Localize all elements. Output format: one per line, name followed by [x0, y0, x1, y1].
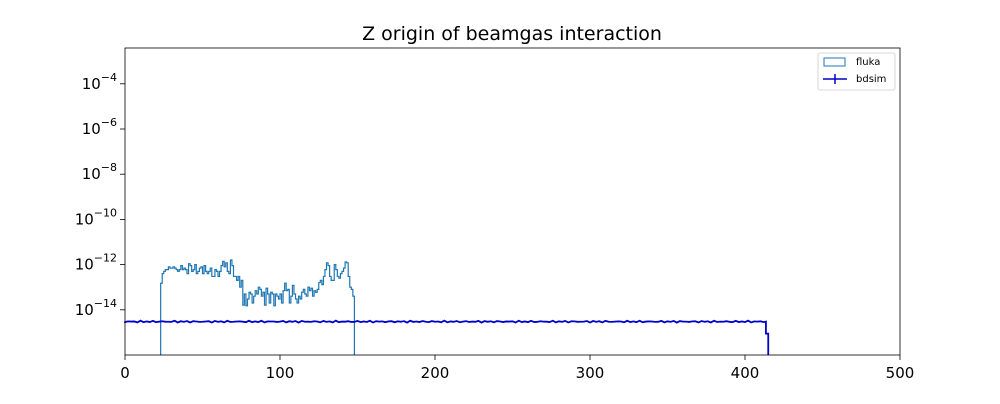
x-tick-label: 300 — [576, 364, 605, 382]
legend: fluka bdsim — [817, 52, 896, 91]
y-tick-exponent: −12 — [94, 252, 117, 265]
y-tick-base: 10 — [75, 301, 94, 319]
x-tick-label: 0 — [120, 364, 130, 382]
y-tick-label: 10−6 — [82, 116, 117, 138]
legend-swatch-fluka — [823, 57, 846, 67]
axes-frame — [124, 47, 901, 356]
y-tick-exponent: −10 — [94, 206, 117, 219]
series-fluka-step — [160, 259, 355, 355]
y-tick-exponent: −8 — [101, 161, 117, 174]
plot-area — [124, 259, 770, 355]
legend-label-fluka: fluka — [856, 57, 880, 68]
y-tick-base: 10 — [75, 210, 94, 228]
x-tick-label: 100 — [266, 364, 295, 382]
y-tick-base: 10 — [82, 120, 101, 138]
y-tick-exponent: −14 — [94, 297, 117, 310]
x-tick-label: 400 — [731, 364, 760, 382]
y-tick-exponent: −4 — [101, 71, 117, 84]
y-tick-label: 10−8 — [82, 161, 117, 183]
y-tick-base: 10 — [82, 165, 101, 183]
chart-title: Z origin of beamgas interaction — [362, 23, 662, 45]
legend-label-bdsim: bdsim — [856, 74, 886, 85]
x-axis: 0 100 200 300 400 500 — [120, 355, 914, 382]
y-tick-label: 10−10 — [75, 206, 117, 228]
y-tick-label: 10−4 — [82, 71, 117, 93]
y-tick-exponent: −6 — [101, 116, 117, 129]
y-tick-base: 10 — [75, 256, 94, 274]
y-tick-label: 10−14 — [75, 297, 117, 319]
x-tick-label: 500 — [886, 364, 915, 382]
legend-frame — [817, 52, 896, 91]
series-bdsim-step — [124, 319, 770, 355]
x-tick-label: 200 — [421, 364, 450, 382]
y-tick-base: 10 — [82, 75, 101, 93]
y-tick-label: 10−12 — [75, 252, 117, 274]
